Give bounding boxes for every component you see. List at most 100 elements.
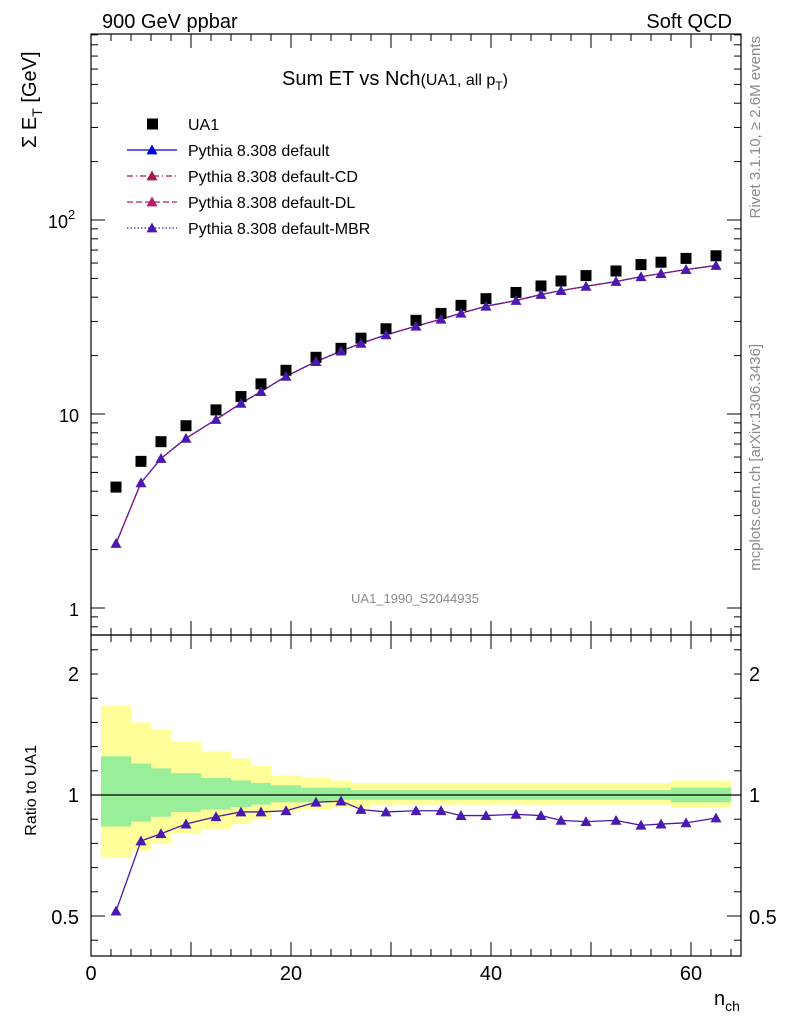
ratio-x-ticks bbox=[90, 635, 732, 956]
ratio-ytick-label-2-left: 2 bbox=[68, 664, 79, 686]
ua1-data-point bbox=[155, 436, 167, 448]
series-line-2 bbox=[115, 264, 717, 544]
ua1-data-point bbox=[455, 299, 467, 311]
ratio-band-inner bbox=[271, 785, 301, 803]
ratio-data-point bbox=[610, 814, 622, 825]
pythia-data-point bbox=[635, 271, 647, 282]
ratio-ytick-label-05-right: 0.5 bbox=[749, 907, 777, 929]
ratio-data-point bbox=[180, 818, 192, 829]
pythia-data-point bbox=[155, 452, 167, 463]
ratio-data-point bbox=[510, 808, 522, 819]
pythia-data-point bbox=[310, 356, 322, 366]
pythia-data-point bbox=[280, 370, 292, 381]
ratio-data-point bbox=[435, 805, 447, 816]
ua1-data-point bbox=[280, 364, 292, 376]
pythia-data-point bbox=[655, 268, 667, 278]
pythia-data-point bbox=[255, 386, 267, 396]
ratio-data-point bbox=[155, 828, 167, 839]
ratio-data-point bbox=[555, 814, 567, 825]
ratio-band-inner bbox=[331, 787, 351, 800]
pythia-data-point bbox=[355, 337, 367, 348]
ratio-data-point bbox=[335, 795, 347, 806]
pythia-data-point bbox=[135, 477, 147, 488]
header-left: 900 GeV ppbar bbox=[102, 11, 238, 33]
ratio-data-point bbox=[135, 835, 147, 846]
pythia-data-point bbox=[510, 295, 522, 305]
pythia-data-point bbox=[380, 329, 392, 340]
main-ytick-label-10: 10 bbox=[59, 406, 79, 426]
ratio-band-inner bbox=[151, 768, 171, 817]
pythia-data-point bbox=[435, 313, 447, 324]
legend-entry-0: UA1 bbox=[147, 117, 219, 134]
pythia-data-point bbox=[410, 320, 422, 331]
ratio-data-point bbox=[655, 818, 667, 829]
chart-title-main: Sum ET vs Nch bbox=[282, 68, 421, 90]
pythia-data-point bbox=[535, 288, 547, 299]
ua1-data-point bbox=[510, 286, 522, 298]
ratio-data-point bbox=[110, 905, 122, 916]
main-ytick-label-100-base: 10 bbox=[48, 212, 68, 232]
ua1-data-point bbox=[655, 256, 667, 268]
ratio-ytick-label-1-left: 1 bbox=[68, 785, 79, 807]
ua1-data-point bbox=[380, 323, 392, 335]
main-ytick-label-1: 1 bbox=[69, 600, 79, 620]
legend-entry-4: Pythia 8.308 default-MBR bbox=[127, 221, 370, 238]
ratio-band-inner bbox=[231, 780, 251, 808]
ua1-data-point bbox=[610, 265, 622, 277]
x-axis-label-main: n bbox=[714, 988, 725, 1010]
legend-triangle-marker bbox=[146, 144, 158, 155]
pythia-data-point bbox=[580, 280, 592, 291]
ua1-data-point bbox=[210, 404, 222, 416]
pythia-data-point bbox=[610, 276, 622, 286]
pythia-data-point bbox=[710, 260, 722, 270]
xtick-label-60: 60 bbox=[680, 963, 702, 985]
xtick-label-40: 40 bbox=[480, 963, 502, 985]
pythia-data-point bbox=[455, 307, 467, 318]
legend-triangle-marker bbox=[146, 170, 158, 181]
legend-triangle-marker bbox=[146, 222, 158, 233]
ratio-data-point bbox=[255, 806, 267, 817]
ratio-series-markers bbox=[110, 795, 722, 916]
ratio-data-point bbox=[480, 810, 492, 820]
mcplots-text: mcplots.cern.ch [arXiv:1306.3436] bbox=[747, 344, 764, 571]
pythia-data-point bbox=[210, 413, 222, 424]
pythia-data-point bbox=[555, 285, 567, 296]
main-x-ticks bbox=[90, 34, 732, 635]
main-y-axis-label-sub: T bbox=[29, 108, 45, 117]
header-right: Soft QCD bbox=[646, 11, 732, 33]
ua1-data-point bbox=[680, 252, 692, 264]
x-axis-label-sub: ch bbox=[725, 998, 740, 1014]
chart-title: Sum ET vs Nch(UA1, all pT) bbox=[282, 68, 508, 93]
pythia-data-point bbox=[110, 538, 122, 548]
ratio-ytick-label-2-right: 2 bbox=[749, 664, 760, 686]
ua1-data-point bbox=[135, 455, 147, 467]
ua1-data-point bbox=[535, 280, 547, 292]
ratio-uncertainty-bands bbox=[101, 705, 731, 858]
legend: UA1 Pythia 8.308 default Pythia 8.308 defa… bbox=[127, 117, 370, 238]
rivet-version-text: Rivet 3.1.10, ≥ 2.6M events bbox=[747, 36, 764, 219]
ua1-data-point bbox=[410, 314, 422, 326]
legend-triangle-marker bbox=[146, 196, 158, 207]
ua1-data-point bbox=[480, 293, 492, 305]
ratio-data-point bbox=[635, 819, 647, 830]
series-line-1 bbox=[115, 264, 717, 544]
ratio-data-point bbox=[380, 806, 392, 817]
main-series-lines bbox=[115, 264, 717, 544]
ua1-data-point bbox=[635, 259, 647, 271]
ua1-data-point bbox=[435, 307, 447, 319]
ratio-data-point bbox=[355, 804, 367, 814]
main-y-ticks bbox=[91, 34, 741, 628]
chart-title-small-end: ) bbox=[503, 72, 508, 89]
ratio-y-axis-label: Ratio to UA1 bbox=[23, 745, 40, 836]
chart-title-small: (UA1, all p bbox=[421, 72, 496, 89]
series-line-3 bbox=[115, 264, 717, 544]
ratio-band-inner bbox=[201, 778, 231, 810]
ua1-data-point bbox=[235, 391, 247, 403]
pythia-data-point bbox=[180, 432, 192, 443]
ratio-panel bbox=[90, 634, 742, 957]
ratio-data-point bbox=[235, 806, 247, 817]
ua1-data-point bbox=[555, 275, 567, 287]
ratio-band-inner bbox=[251, 782, 271, 805]
pythia-data-point bbox=[480, 300, 492, 311]
ratio-band-inner bbox=[131, 763, 151, 822]
